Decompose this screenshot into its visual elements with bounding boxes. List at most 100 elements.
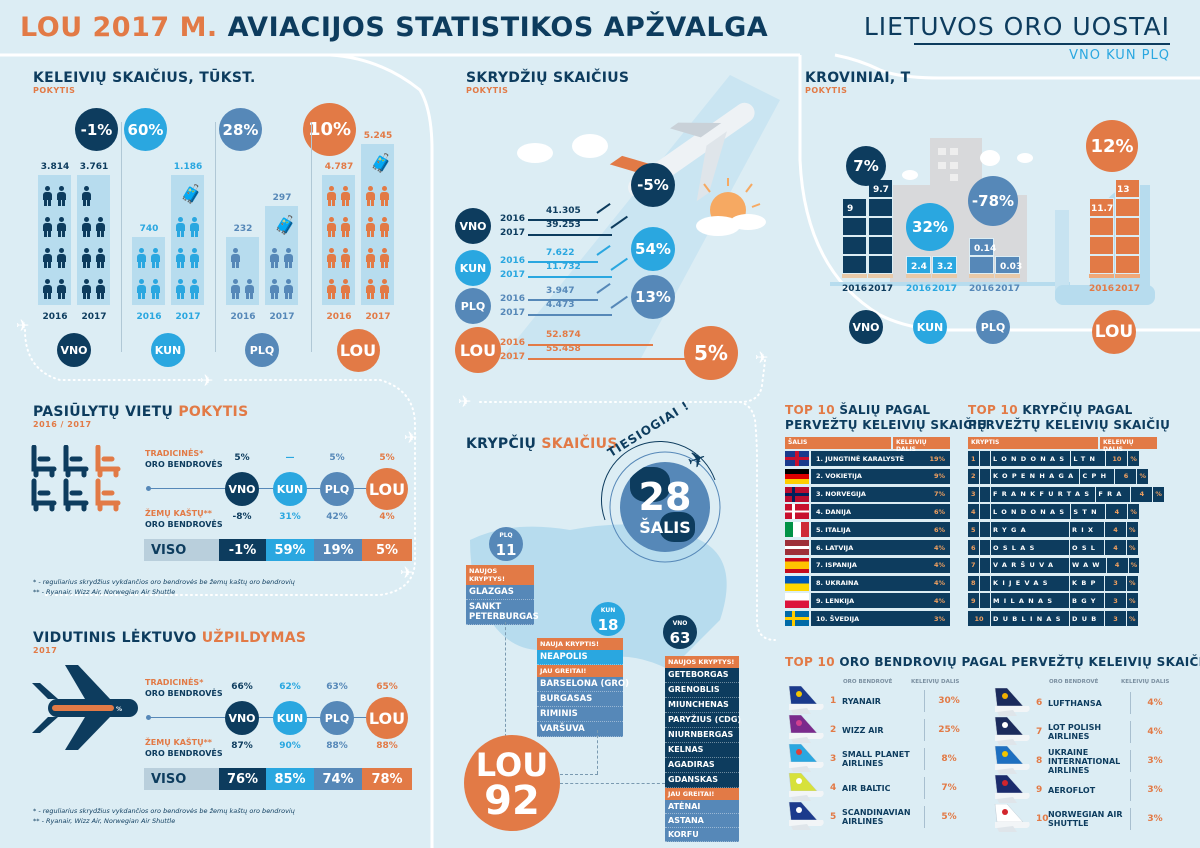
cargo-box <box>969 256 994 274</box>
airport-badge: PLQ <box>320 472 354 506</box>
total-value: 59% <box>266 539 314 561</box>
section-title: SKRYDŽIŲ SKAIČIUS <box>466 70 630 86</box>
cargo-box <box>1089 236 1114 255</box>
person-icon <box>56 217 67 237</box>
lowcost-value: 87% <box>231 741 253 751</box>
divider <box>924 806 925 828</box>
column-header: KELEIVIŲ DALIS <box>911 679 960 685</box>
cargo-box <box>842 198 867 217</box>
traveler-icon: 🧳 <box>180 184 203 205</box>
value-2017: 5.245 <box>363 131 393 141</box>
route-row: 1 LONDONAS LTN 10% <box>968 451 1139 466</box>
flights-section: SKRYDŽIŲ SKAIČIUS POKYTIS <box>466 70 629 95</box>
flap-cell <box>979 486 990 502</box>
year-2017: 2017 <box>500 228 526 238</box>
route-rank: 10 <box>968 611 990 627</box>
person-icon <box>326 217 337 237</box>
airline-tail-icon <box>788 715 824 743</box>
percent-sign: % <box>1127 522 1138 538</box>
flag-ua-icon <box>785 575 809 591</box>
passengers-section: KELEIVIŲ SKAIČIUS, TŪKST. POKYTIS <box>33 70 256 95</box>
person-icon <box>175 248 186 268</box>
route-row: 9 MILANAS BGY 3% <box>968 593 1138 609</box>
airline-tail-icon <box>788 744 824 772</box>
lowcost-sublabel: ORO BENDROVĖS <box>145 520 223 529</box>
person-icon <box>244 279 255 299</box>
route-city: KOPENHAGA <box>991 468 1080 484</box>
airline-name: UKRAINE INTERNATIONAL AIRLINES <box>1048 747 1121 775</box>
seat-icon <box>63 478 89 512</box>
cargo-box <box>868 198 893 217</box>
year-2017: 2017 <box>500 352 526 362</box>
airline-share: 25% <box>938 725 960 735</box>
cargo-box <box>1089 255 1114 274</box>
airline-share: 3% <box>1147 814 1163 824</box>
passengers-chart: 3.814 3.761 2016 2017 -1% VNO 🧳 740 1.186 2016 201… <box>0 0 430 380</box>
route-row: 7 VARŠUVA WAW 4% <box>968 557 1140 573</box>
airline-share: 3% <box>1147 785 1163 795</box>
total-label: VISO <box>144 768 219 790</box>
line-2016 <box>528 344 653 346</box>
route-city: OSLAS <box>991 540 1069 555</box>
lowcost-value: -8% <box>232 512 252 522</box>
year-2016: 2016 <box>230 312 256 322</box>
soon-label: JAU GREITAI! <box>665 788 739 800</box>
divider <box>1130 779 1131 801</box>
route-item: KORFU <box>665 828 739 842</box>
percent-sign: % <box>1128 504 1139 520</box>
lou-total-badge: LOU 92 <box>464 735 560 831</box>
connector-line <box>560 774 598 775</box>
person-icon <box>136 248 147 268</box>
route-share: 3 <box>1105 575 1126 591</box>
year-2016: 2016 <box>136 312 162 322</box>
change-badge: 13% <box>631 275 675 319</box>
year-2017: 2017 <box>365 312 391 322</box>
person-icon <box>365 279 376 299</box>
kun-badge: KUN 18 <box>591 602 625 636</box>
person-icon <box>379 279 390 299</box>
airline-row: 9 AEROFLOT 3% <box>1036 778 1175 802</box>
pallet <box>932 274 957 278</box>
section-title: VIDUTINIS LĖKTUVO UŽPILDYMAS <box>33 630 307 646</box>
countries-count: 28 <box>638 475 692 519</box>
airline-rank: 2 <box>830 725 837 735</box>
route-code: KBP <box>1070 575 1104 591</box>
route-share: 4 <box>1131 486 1153 502</box>
loadfactor-table: TRADICINĖS* ORO BENDROVĖS ŽEMŲ KAŠTŲ** ORO … <box>0 0 430 848</box>
route-rank: 3 <box>968 486 979 502</box>
year-2016: 2016 <box>500 294 526 304</box>
section-subtitle: 2016 / 2017 <box>33 420 92 429</box>
person-icon <box>365 217 376 237</box>
direct-arc <box>600 441 721 563</box>
airline-row: 6 LUFTHANSA 4% <box>1036 691 1175 715</box>
routes-boxes: PLQ 11 NAUJOS KRYPTYS! GLAZGAS SANKT PETERBU… <box>464 527 741 842</box>
route-code: DUB <box>1070 611 1104 627</box>
divider <box>215 122 216 352</box>
column-header: KELEIVIŲ DALIS <box>893 437 950 453</box>
cargo-box <box>995 256 1020 274</box>
value-2016: 7.622 <box>546 248 575 258</box>
airline-tail-icon <box>994 775 1030 803</box>
flap-cell <box>979 540 990 555</box>
cargo-box <box>868 236 893 255</box>
seat-icon <box>95 445 121 478</box>
traditional-value: — <box>285 453 295 463</box>
route-share: 6 <box>1115 468 1137 484</box>
person-icon <box>189 217 200 237</box>
total-value: 5% <box>362 539 412 561</box>
route-city: FRANKFURTAS <box>991 486 1096 502</box>
airline-tail-icon <box>994 746 1030 774</box>
logo-text: LIETUVOS ORO UOSTAI <box>863 12 1170 41</box>
change-badge: -5% <box>631 163 675 207</box>
traditional-label: TRADICINĖS* <box>145 678 204 687</box>
top-airlines-title: TOP 10 ORO BENDROVIŲ PAGAL PERVEŽTŲ KELE… <box>785 655 1200 669</box>
country-share: 4% <box>933 596 945 605</box>
traditional-label: TRADICINĖS* <box>145 449 204 458</box>
traditional-sublabel: ORO BENDROVĖS <box>145 689 223 698</box>
percent-sign: % <box>1137 468 1148 484</box>
country-share: 3% <box>933 614 945 623</box>
route-rank: 5 <box>968 522 979 538</box>
route-item: GDANSKAS <box>665 773 739 788</box>
person-icon <box>326 279 337 299</box>
